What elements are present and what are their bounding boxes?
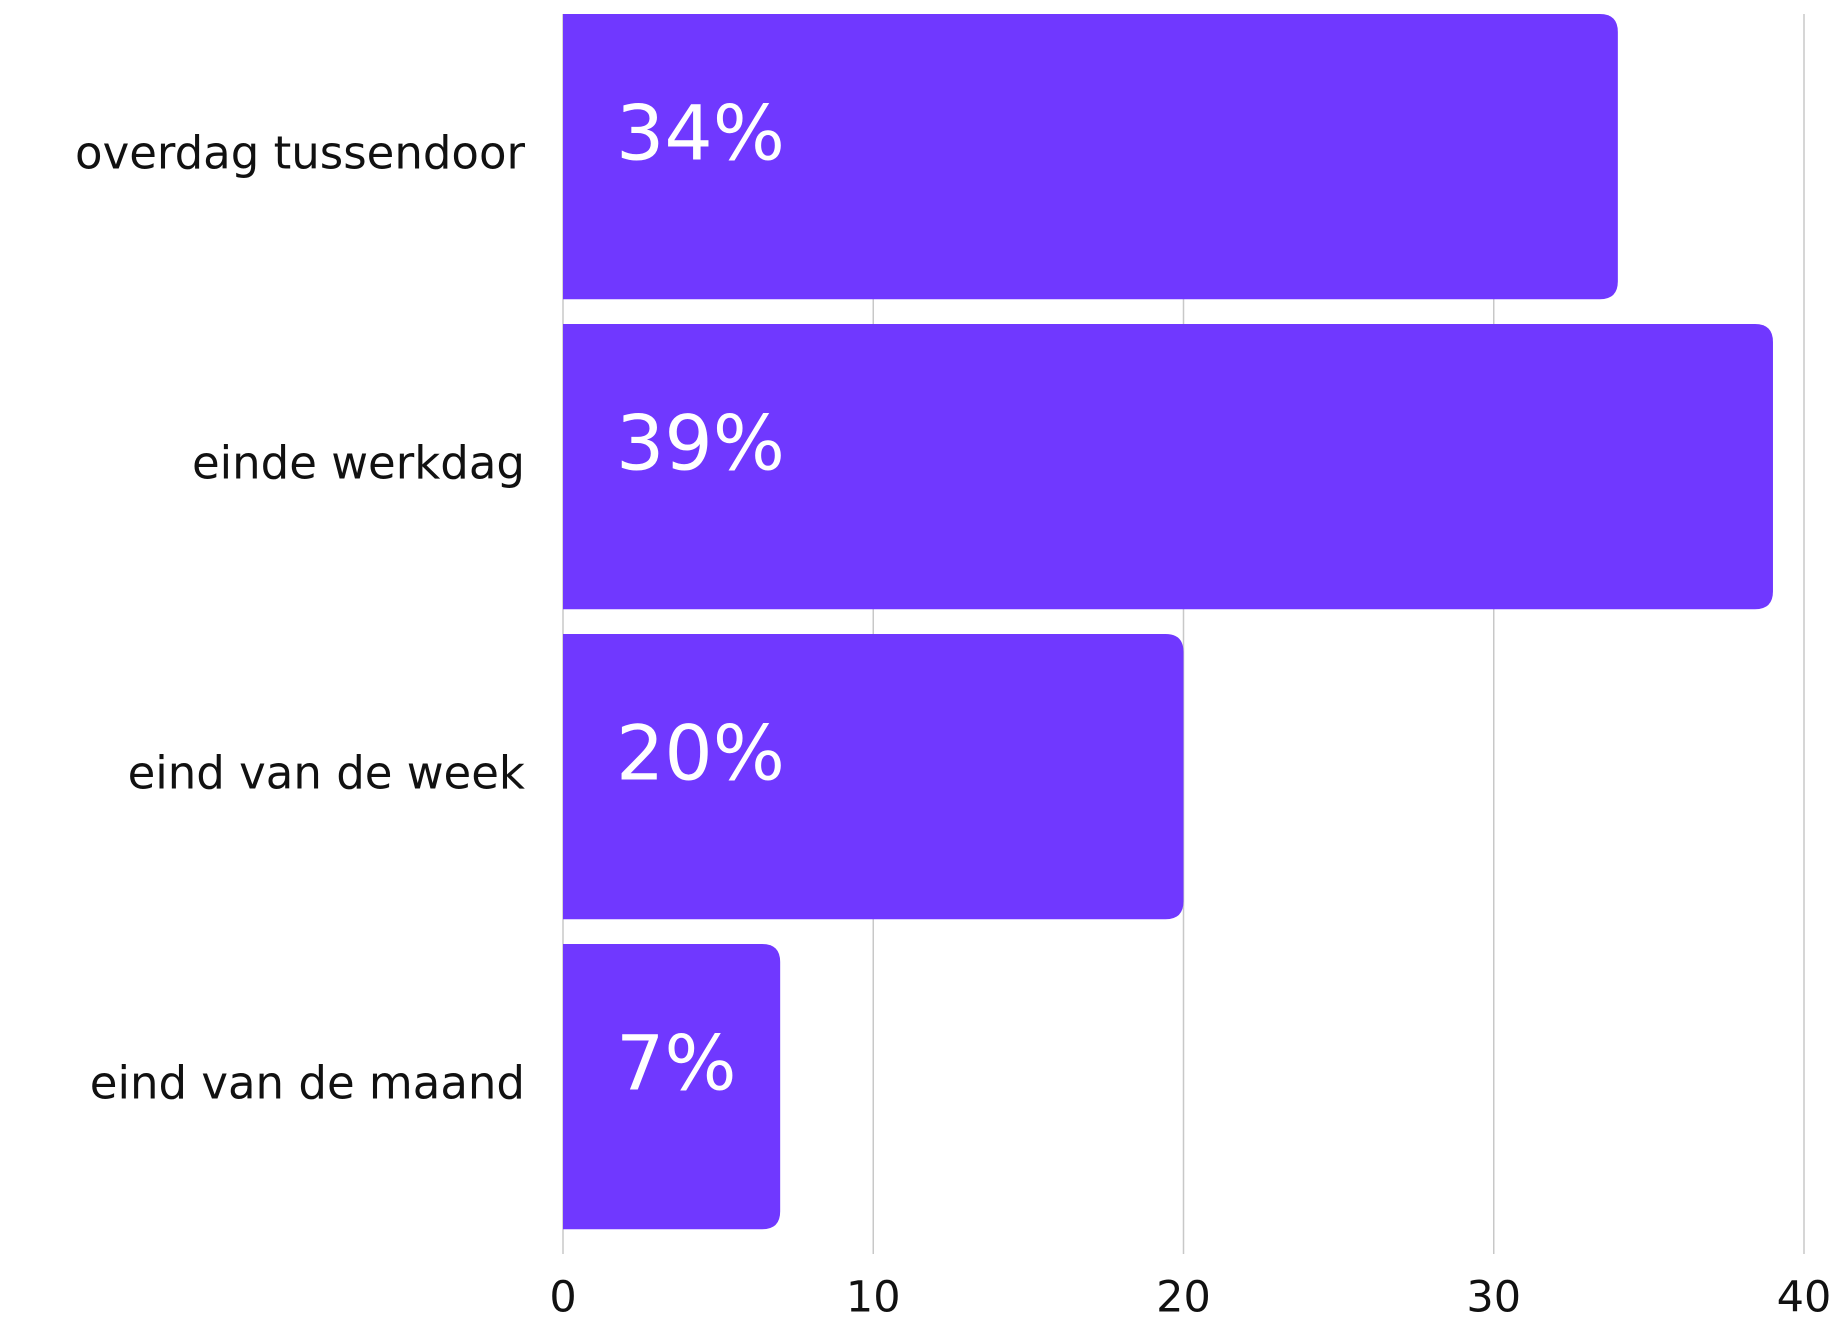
x-tick-label: 10: [846, 1273, 901, 1322]
category-label: eind van de week: [128, 747, 525, 800]
value-label: 7%: [616, 1019, 737, 1108]
bar: [563, 634, 1184, 920]
value-label: 34%: [616, 89, 785, 178]
category-label: einde werkdag: [192, 437, 525, 490]
category-label: overdag tussendoor: [75, 127, 525, 180]
x-tick-label: 20: [1156, 1273, 1211, 1322]
x-tick-label: 30: [1466, 1273, 1521, 1322]
x-tick-label: 0: [549, 1273, 576, 1322]
bar: [563, 324, 1773, 610]
bar: [563, 944, 781, 1230]
value-label: 39%: [616, 399, 785, 488]
bar: [563, 14, 1618, 300]
x-tick-label: 40: [1777, 1273, 1832, 1322]
value-label: 20%: [616, 709, 785, 798]
category-label: eind van de maand: [90, 1057, 525, 1110]
